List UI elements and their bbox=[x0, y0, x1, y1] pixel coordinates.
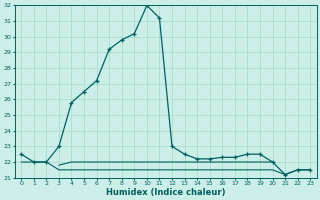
X-axis label: Humidex (Indice chaleur): Humidex (Indice chaleur) bbox=[106, 188, 226, 197]
